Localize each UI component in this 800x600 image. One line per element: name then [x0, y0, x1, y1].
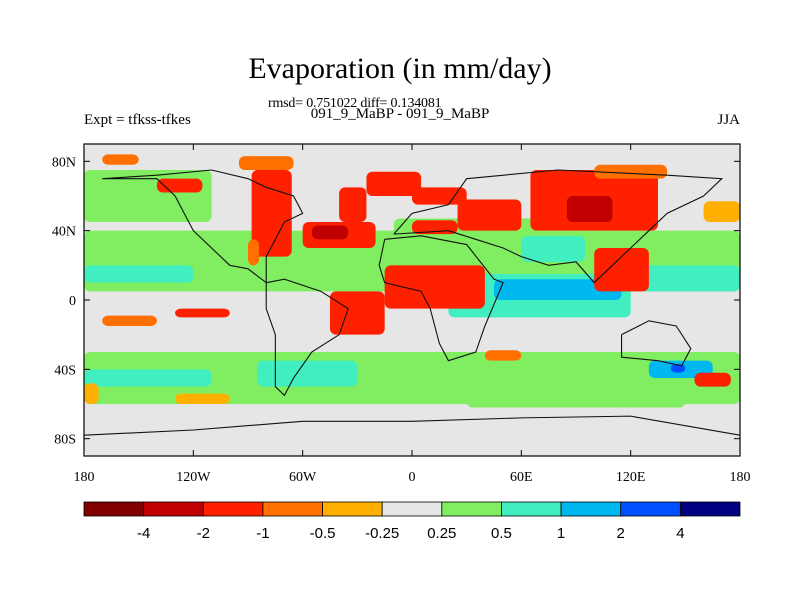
colorbar-swatch [381, 501, 443, 517]
colorbar-swatch [202, 501, 264, 517]
field-region [175, 308, 230, 318]
field-region [311, 225, 349, 240]
field-region [630, 265, 740, 292]
coastline [621, 320, 692, 367]
stats-text: rmsd= 0.751022 diff= 0.134081 [268, 96, 442, 111]
season-label: JJA [717, 112, 740, 128]
field-region [102, 154, 139, 165]
field-region [238, 156, 294, 170]
y-tick-label: 80S [54, 433, 76, 448]
colorbar-label: -0.5 [310, 525, 336, 542]
colorbar-label: 2 [617, 525, 625, 542]
x-tick-label: 120W [176, 470, 211, 485]
x-tick-label: 180 [730, 470, 751, 485]
colorbar-swatch [620, 501, 681, 517]
field-region [566, 196, 613, 222]
y-tick-label: 0 [69, 294, 76, 309]
field-region [594, 164, 668, 179]
x-tick-label: 0 [409, 470, 416, 485]
coastline [102, 169, 304, 284]
x-tick-label: 60W [289, 470, 317, 485]
land-outlines [84, 169, 740, 436]
field-region [251, 170, 292, 257]
y-tick-label: 40N [52, 225, 76, 240]
colorbar-swatch [322, 501, 383, 517]
field-region [84, 265, 194, 283]
colorbar: -4 -2 -1 -0.5 -0.25 0.25 0.5 1 2 4 [83, 501, 741, 542]
colorbar-swatch [679, 501, 741, 517]
colorbar-label: -4 [137, 525, 150, 542]
field-region [257, 360, 358, 387]
colorbar-label: -1 [256, 525, 269, 542]
colorbar-label: -0.25 [365, 525, 399, 542]
field-region [102, 315, 157, 326]
field-region [694, 372, 731, 387]
colorbar-label: 0.5 [491, 525, 512, 542]
field-region [484, 350, 522, 361]
expt-label: Expt = tfkss-tfkes [84, 112, 191, 128]
field-region [330, 291, 385, 335]
colorbar-label: 4 [676, 525, 684, 542]
colorbar-label: 0.25 [427, 525, 456, 542]
field-region [339, 187, 367, 222]
colorbar-swatch [83, 501, 145, 517]
colorbar-label: 1 [557, 525, 565, 542]
x-tick-label: 180 [74, 470, 95, 485]
field-region [457, 199, 522, 231]
field-region [494, 279, 622, 300]
x-tick-label: 60E [510, 470, 533, 485]
x-tick-label: 120E [616, 470, 646, 485]
field-region [594, 248, 649, 292]
map-title: Evaporation (in mm/day) [248, 52, 552, 85]
y-tick-label: 40S [54, 363, 76, 378]
field-region [84, 170, 212, 222]
field-region [84, 383, 99, 404]
coastline [265, 278, 349, 397]
field-region [84, 369, 212, 387]
coastline [378, 235, 504, 362]
colorbar-swatch [560, 501, 622, 517]
map-axes: 180 120W 60W 0 60E 120E 180 80N 40N 0 40S 80S [52, 144, 751, 485]
field-region [248, 239, 259, 266]
field-region [175, 393, 230, 404]
colorbar-swatch [143, 501, 204, 517]
field-region [521, 235, 586, 262]
field-region [412, 187, 467, 205]
colorbar-swatch [501, 501, 562, 517]
coastline [393, 169, 724, 284]
field-region [703, 201, 740, 222]
field-region [466, 386, 686, 408]
field-region [384, 265, 485, 309]
experiment-subtitle: 091_9_MaBP - 091_9_MaBP [310, 106, 490, 122]
colorbar-swatch [262, 501, 323, 517]
y-tick-label: 80N [52, 155, 76, 170]
evaporation-field [84, 144, 740, 456]
colorbar-label: -2 [197, 525, 210, 542]
field-region [366, 171, 422, 196]
coastline [84, 415, 740, 436]
colorbar-swatch [441, 501, 502, 517]
